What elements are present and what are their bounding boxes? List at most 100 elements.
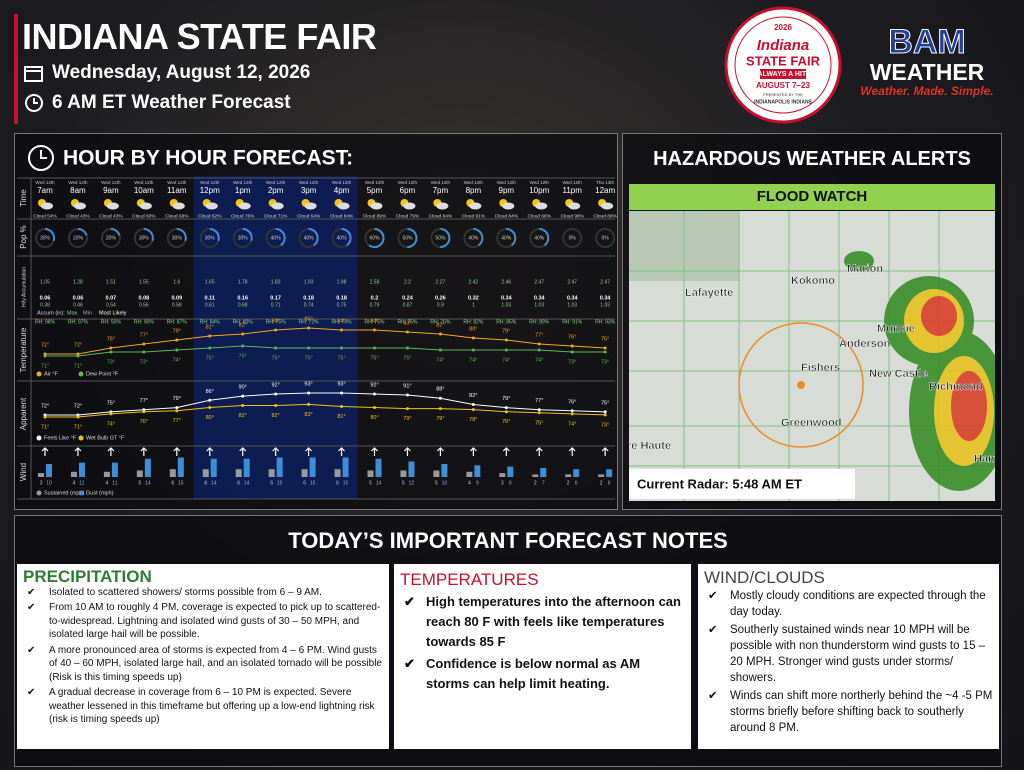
note-list: Mostly cloudy conditions are expected th… [698, 588, 999, 736]
sustained-label: 6 [336, 480, 339, 486]
cloud-label: Cloud 54% [33, 213, 57, 219]
fair-dates: AUGUST 7–23 [756, 81, 810, 90]
hourly-panel: HOUR BY HOUR FORECAST: Time Pop % Hrly Acc… [14, 133, 618, 510]
sustained-label: 2 [600, 480, 603, 486]
pop-label: 20% [73, 235, 84, 241]
cloud-label: Cloud 43% [66, 213, 90, 219]
pop-label: 30% [238, 235, 249, 241]
weather-icon [238, 202, 251, 210]
accum-value: 0.18 [303, 295, 314, 301]
accum-value: 0.34 [600, 295, 612, 301]
sustained-label: 5 [402, 480, 405, 486]
hour-label: 12am [595, 186, 615, 195]
pop-ring [100, 228, 121, 248]
gust-label: 15 [277, 480, 283, 486]
rh-label: RH: 84% [200, 319, 221, 325]
accum-value: 0.54 [106, 302, 116, 308]
gust-bar [210, 458, 217, 477]
cloud-label: Cloud 88% [593, 213, 617, 219]
alerts-title: HAZARDOUS WEATHER ALERTS [653, 148, 971, 170]
accum-value: 1.83 [271, 279, 281, 285]
sustained-label: 2 [534, 480, 537, 486]
sustained-label: 4 [468, 480, 471, 486]
rh-label: RH: 76% [430, 319, 451, 325]
accum-value: 0.38 [40, 302, 50, 308]
temp-label: 76° [140, 419, 148, 425]
accum-value: 0.34 [501, 295, 513, 301]
gust-bar [111, 462, 118, 477]
temp-label: 83° [304, 412, 312, 418]
accum-value: 0.26 [435, 295, 446, 301]
accum-value: 0.56 [139, 302, 149, 308]
legend-swatch [36, 435, 42, 441]
wind-arrow [371, 447, 378, 456]
temp-label: 83° [403, 320, 411, 326]
accum-value: 1.6 [173, 279, 180, 285]
temp-label: 77° [140, 332, 148, 338]
accum-value: 0.75 [337, 302, 347, 308]
rh-label: RH: 98% [35, 319, 56, 325]
temp-label: 93° [337, 381, 345, 387]
pop-ring [496, 228, 517, 248]
accum-value: 1.93 [304, 279, 314, 285]
sustained-bar [169, 469, 176, 477]
gust-bar [375, 458, 382, 477]
accum-value: 1.78 [238, 279, 248, 285]
pop-ring [265, 228, 286, 248]
hour-label: 11am [167, 186, 187, 195]
weather-icon [370, 202, 383, 210]
gust-bar [573, 469, 580, 477]
temp-label: 73° [140, 359, 148, 365]
accum-value: 0.2 [371, 295, 379, 301]
rh-label: RH: 75% [397, 319, 418, 325]
bam-name: BAM [888, 23, 965, 61]
calendar-icon [24, 66, 43, 82]
weather-icon [271, 202, 284, 210]
sustained-bar [565, 474, 572, 477]
gust-bar [276, 457, 283, 477]
hour-label: 4pm [334, 186, 350, 195]
temp-label: 73° [107, 359, 115, 365]
accum-value: 0.32 [468, 295, 479, 301]
sustained-label: 3 [40, 480, 43, 486]
sustained-bar [235, 469, 242, 477]
gust-label: 6 [575, 480, 578, 486]
gust-label: 14 [145, 480, 151, 486]
note-item: From 10 AM to roughly 4 PM, coverage is … [23, 601, 383, 642]
hour-label: 11pm [562, 186, 582, 195]
sustained-label: 6 [171, 480, 174, 486]
gust-bar [540, 467, 547, 477]
temp-label: 84° [370, 318, 378, 324]
accum-value: 2.46 [501, 279, 511, 285]
rh-label: RH: 91% [562, 319, 583, 325]
temp-label: 92° [370, 382, 378, 388]
temp-line [45, 403, 606, 418]
temp-label: 74° [107, 421, 115, 427]
note-list: High temperatures into the afternoon can… [394, 592, 691, 694]
temp-label: 74° [469, 357, 477, 363]
clock-icon [25, 94, 43, 112]
temp-label: 90° [239, 385, 247, 391]
wind-arrow [601, 447, 609, 456]
hour-label: 8pm [466, 186, 482, 195]
city-label: Ham [974, 453, 995, 465]
temp-label: 82° [271, 413, 279, 419]
pop-ring [67, 228, 88, 248]
pop-label: 0% [569, 235, 577, 241]
rh-label: RH: 90% [134, 319, 155, 325]
note-item: A more pronounced area of storms is expe… [23, 644, 383, 685]
temp-label: 74° [436, 357, 444, 363]
note-item: Mostly cloudy conditions are expected th… [704, 588, 993, 620]
accum-value: 1.65 [205, 279, 215, 285]
temp-label: 71° [41, 363, 49, 369]
gust-label: 11 [79, 480, 84, 486]
hourly-chart: HOUR BY HOUR FORECAST: Time Pop % Hrly Acc… [17, 145, 618, 500]
note-item: High temperatures into the afternoon can… [400, 592, 685, 652]
cloud-label: Cloud 62% [198, 213, 222, 219]
weather-icon [172, 202, 185, 210]
temp-label: 75° [337, 355, 345, 361]
weather-icon [106, 202, 119, 210]
note-item: A gradual decrease in coverage from 6 – … [23, 686, 383, 727]
cloud-label: Cloud 79% [396, 213, 420, 219]
